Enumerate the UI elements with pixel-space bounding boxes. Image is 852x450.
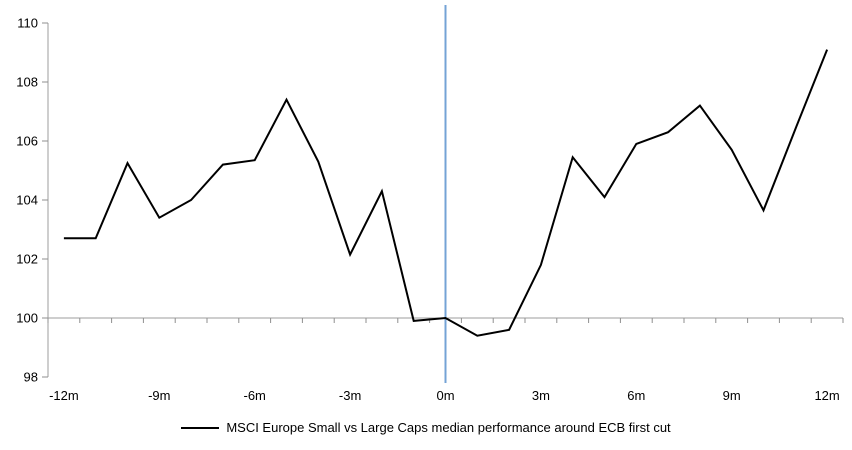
y-tick-label: 108 xyxy=(16,75,38,90)
series-line xyxy=(63,49,829,337)
x-tick-label: -12m xyxy=(49,388,79,403)
x-tick-label: 9m xyxy=(723,388,741,403)
x-tick-label: -6m xyxy=(244,388,266,403)
legend-label: MSCI Europe Small vs Large Caps median p… xyxy=(226,420,671,435)
x-tick-label: 12m xyxy=(814,388,839,403)
x-tick-label: 0m xyxy=(436,388,454,403)
y-tick-label: 104 xyxy=(16,193,38,208)
y-tick-label: 102 xyxy=(16,252,38,267)
legend: MSCI Europe Small vs Large Caps median p… xyxy=(0,420,852,435)
y-tick-label: 106 xyxy=(16,134,38,149)
x-tick-label: 6m xyxy=(627,388,645,403)
x-tick-label: 3m xyxy=(532,388,550,403)
y-tick-label: 110 xyxy=(17,16,38,31)
x-tick-label: -9m xyxy=(148,388,170,403)
legend-line-sample xyxy=(181,426,220,429)
x-tick-label: -3m xyxy=(339,388,361,403)
y-tick-label: 100 xyxy=(16,311,38,326)
y-tick-label: 98 xyxy=(24,370,38,385)
